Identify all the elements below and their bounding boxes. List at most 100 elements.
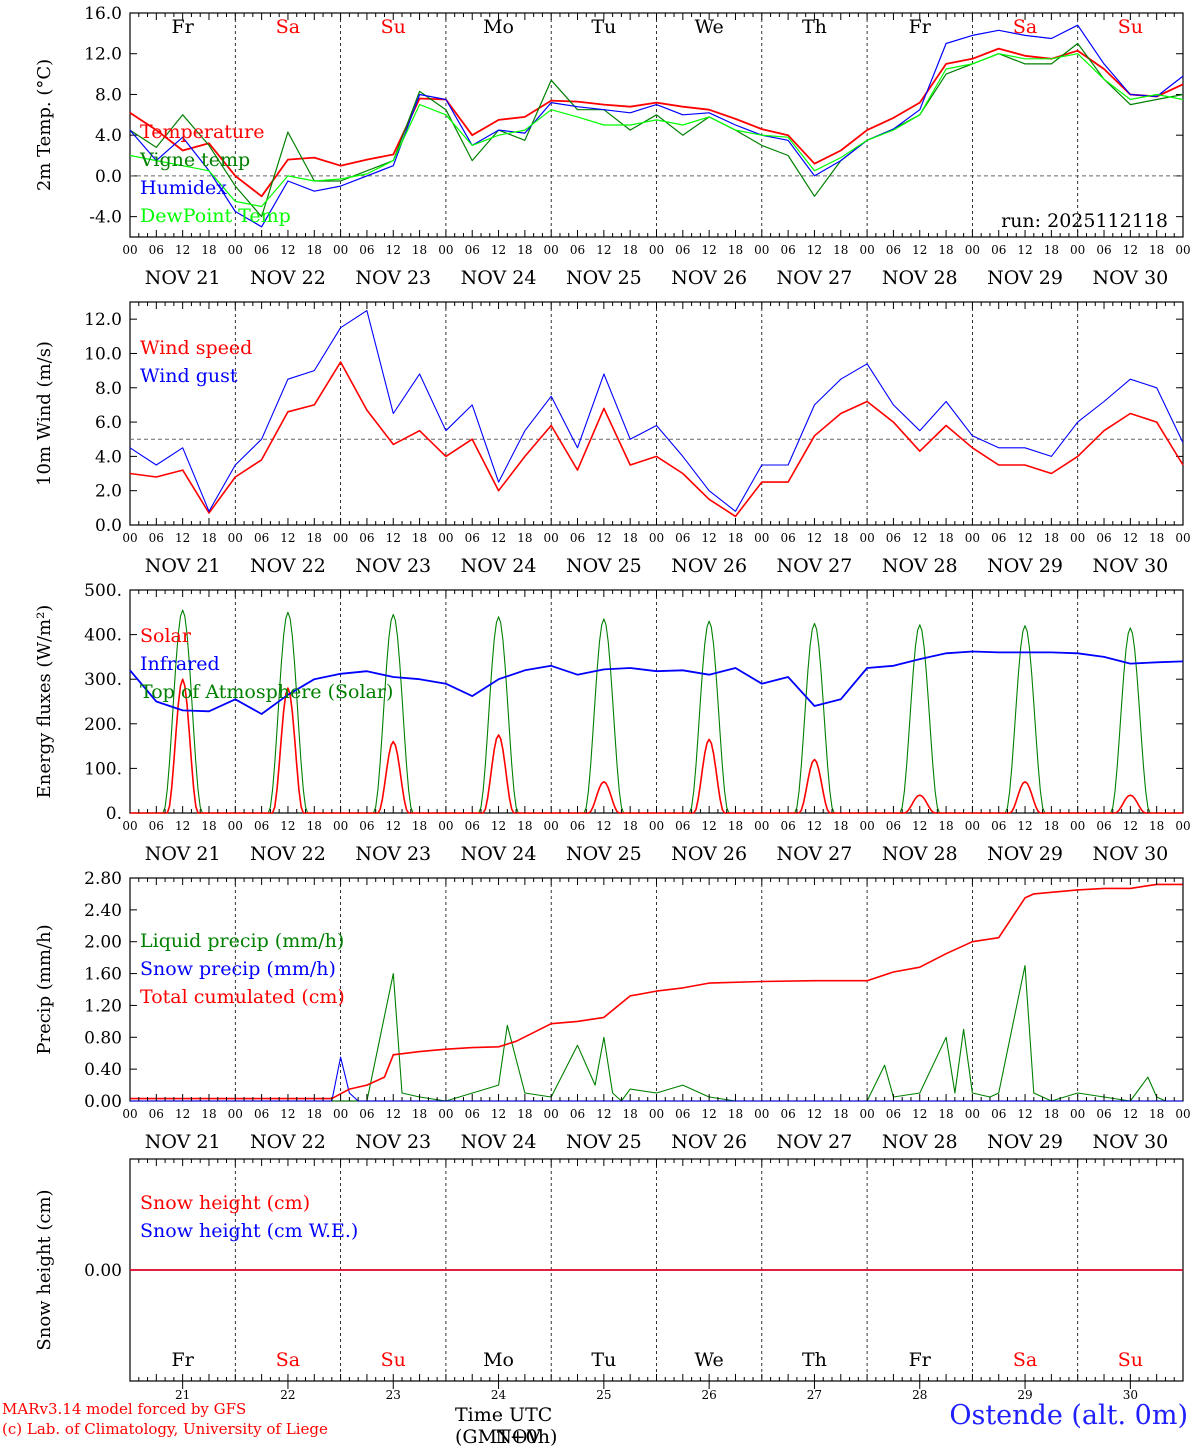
hour-tick-label: 00 [649,243,664,257]
hour-tick-label: 00 [965,531,980,545]
hour-tick-label: 12 [807,531,822,545]
hour-tick-label: 18 [623,531,638,545]
hour-tick-label: 12 [702,819,717,833]
hour-tick-label: 00 [333,531,348,545]
date-label: NOV 26 [671,555,747,577]
hour-tick-label: 18 [307,243,322,257]
hour-tick-label: 06 [991,1107,1006,1121]
hour-tick-label: 18 [1149,243,1164,257]
y-tick-label: 6.0 [95,413,122,433]
day-number-label: 21 [175,1388,190,1402]
day-number-label: 24 [491,1388,507,1402]
hour-tick-label: 06 [886,819,901,833]
hour-tick-label: 18 [517,1107,532,1121]
hour-tick-label: 00 [649,531,664,545]
y-tick-label: 0.40 [84,1060,122,1080]
date-label: NOV 26 [671,843,747,865]
hour-tick-label: 18 [833,531,848,545]
hour-tick-label: 18 [728,1107,743,1121]
hour-tick-label: 06 [254,1107,269,1121]
hour-tick-label: 06 [991,819,1006,833]
legend-entry: Humidex [140,177,227,199]
hour-tick-label: 18 [517,243,532,257]
hour-tick-label: 12 [175,243,190,257]
date-label: NOV 24 [461,1131,537,1153]
hour-tick-label: 06 [570,1107,585,1121]
hour-tick-label: 12 [1017,531,1032,545]
date-label: NOV 27 [777,267,853,289]
hour-tick-label: 12 [1017,243,1032,257]
hour-tick-label: 18 [728,531,743,545]
date-label: NOV 27 [777,843,853,865]
hour-tick-label: 06 [1096,243,1111,257]
y-tick-label: 2.40 [84,901,122,921]
y-tick-label: 2.00 [84,933,122,953]
hour-tick-label: 18 [307,1107,322,1121]
hour-tick-label: 12 [807,819,822,833]
hour-tick-label: 12 [912,531,927,545]
hour-tick-label: 06 [149,243,164,257]
hour-tick-label: 18 [623,819,638,833]
hour-tick-label: 00 [228,243,243,257]
hour-tick-label: 12 [1123,243,1138,257]
y-tick-label: 16.0 [84,4,122,24]
date-label: NOV 30 [1092,267,1168,289]
hour-tick-label: 00 [544,531,559,545]
hour-tick-label: 06 [465,819,480,833]
hour-tick-label: 00 [438,531,453,545]
hour-tick-label: 06 [254,819,269,833]
day-number-label: 26 [702,1388,717,1402]
hour-tick-label: 00 [438,243,453,257]
weekday-label: Mo [483,1349,514,1371]
day-number-label: 22 [280,1388,295,1402]
y-tick-label: 1.60 [84,965,122,985]
hour-tick-label: 12 [386,819,401,833]
hour-tick-label: 18 [1149,819,1164,833]
legend-entry: Vigne temp [139,149,250,171]
legend-entry: Solar [140,625,192,647]
hour-tick-label: 00 [754,1107,769,1121]
series-line-temperature [129,47,1184,198]
lab-credit: (c) Lab. of Climatology, University of L… [2,1420,328,1438]
hour-tick-label: 00 [1070,243,1085,257]
hour-tick-label: 00 [754,243,769,257]
weekday-label: Su [381,16,406,38]
hour-tick-label: 12 [386,531,401,545]
date-label: NOV 21 [145,555,221,577]
hour-tick-label: 00 [544,243,559,257]
hour-tick-label: 06 [886,1107,901,1121]
weekday-label: Sa [276,16,300,38]
legend-entry: Wind gust [140,365,238,387]
hour-tick-label: 18 [833,819,848,833]
hour-tick-label: 06 [780,243,795,257]
hour-tick-label: 00 [1070,531,1085,545]
y-tick-label: 4.0 [95,447,122,467]
hour-tick-label: 12 [807,243,822,257]
y-tick-label: -4.0 [89,208,122,228]
weekday-label: Fr [909,16,932,38]
series-line-vigne-temp [129,42,1184,218]
hour-tick-label: 06 [359,819,374,833]
hour-tick-label: 06 [1096,819,1111,833]
date-label: NOV 28 [882,843,958,865]
hour-tick-label: 12 [175,531,190,545]
y-tick-label: 0. [106,804,122,824]
hour-tick-label: 00 [649,819,664,833]
hour-tick-label: 12 [491,1107,506,1121]
hour-tick-label: 00 [1070,1107,1085,1121]
weekday-label: Fr [909,1349,932,1371]
hour-tick-label: 00 [965,1107,980,1121]
date-label: NOV 26 [671,267,747,289]
date-label: NOV 21 [145,267,221,289]
hour-tick-label: 06 [254,531,269,545]
weekday-label: Sa [1013,1349,1037,1371]
legend-entry: DewPoint Temp [140,205,291,227]
y-tick-label: 8.0 [95,379,122,399]
hour-tick-label: 06 [780,531,795,545]
weekday-label: We [695,1349,724,1371]
legend-entry: Total cumulated (cm) [140,986,345,1008]
hour-tick-label: 06 [359,243,374,257]
hour-tick-label: 18 [623,1107,638,1121]
hour-tick-label: 00 [333,243,348,257]
hour-tick-label: 12 [280,243,295,257]
